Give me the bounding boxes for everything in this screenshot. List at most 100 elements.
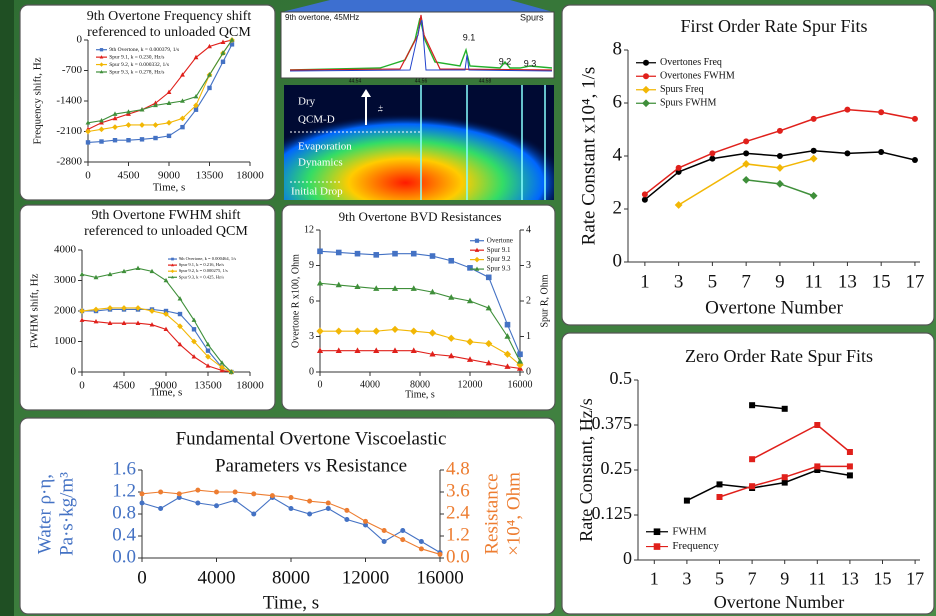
marker (517, 351, 523, 358)
marker (418, 546, 424, 552)
marker (504, 333, 511, 339)
marker (153, 135, 158, 141)
legend-label: Spurs FWHM (660, 98, 717, 109)
marker (317, 248, 323, 255)
legend-label: Spur 9.3 (487, 265, 511, 273)
y-tick-label: 3000 (54, 274, 77, 286)
peak-label: 9.1 (463, 32, 476, 42)
chart-title: First Order Rate Spur Fits (681, 16, 868, 36)
marker (195, 487, 201, 493)
legend-marker (171, 257, 174, 261)
marker (180, 72, 185, 77)
marker (251, 491, 257, 497)
legend-label: FWHM (672, 525, 706, 537)
marker (85, 128, 91, 135)
marker (776, 153, 783, 159)
marker (814, 422, 821, 428)
marker (353, 327, 362, 335)
freq-tick: 44.58 (479, 78, 492, 84)
legend-label: Spurs Freq (660, 84, 704, 95)
y-tick-label: 0.25 (601, 458, 633, 478)
y-tick-label: 6 (309, 295, 314, 306)
marker (220, 39, 226, 44)
spectrogram-panel (280, 0, 555, 200)
legend-label: Frequency (672, 540, 719, 552)
ylabel: FWHM shift, Hz (29, 273, 41, 348)
series-line (752, 404, 785, 410)
series-line (81, 267, 232, 373)
marker (742, 160, 751, 168)
marker (135, 320, 141, 325)
marker (307, 511, 313, 517)
marker (641, 191, 648, 198)
marker (846, 449, 853, 455)
x-tick-label: 17 (905, 271, 924, 292)
marker (79, 308, 85, 314)
peak-label: 9.3 (524, 58, 537, 68)
chart-title: 9th Overtone Frequency shift (87, 9, 252, 24)
marker (288, 506, 294, 511)
marker (107, 271, 113, 277)
legend-marker (99, 55, 104, 59)
legend-label: Spur 9.1 (487, 246, 511, 254)
legend-marker (642, 85, 650, 94)
marker (107, 320, 113, 325)
marker (139, 137, 145, 142)
marker (232, 497, 238, 503)
marker (163, 326, 169, 332)
marker (229, 42, 235, 47)
y2-tick-label: 1.2 (446, 524, 470, 545)
legend-label: Overtones FWHM (660, 71, 735, 82)
marker (214, 503, 219, 509)
x-axis-label: Time, s (150, 387, 183, 399)
marker (709, 155, 716, 162)
marker (177, 341, 183, 347)
marker (743, 150, 750, 157)
legend-marker (171, 263, 174, 267)
x-tick-label: 0 (318, 379, 323, 390)
marker (163, 277, 169, 283)
marker (410, 250, 417, 257)
freq-tick: 44.56 (415, 78, 428, 84)
stage-label: QCM-D (298, 114, 335, 126)
marker (749, 483, 756, 490)
marker (781, 479, 788, 486)
freq-tick: 44.54 (349, 78, 362, 84)
marker (418, 539, 424, 544)
x-tick-label: 9000 (155, 379, 178, 391)
marker (229, 37, 235, 42)
y-tick-label: -700 (62, 64, 83, 76)
marker (269, 493, 275, 499)
marker (809, 191, 818, 200)
marker (373, 285, 380, 291)
chart-title: referenced to unloaded QCM (84, 224, 248, 239)
marker (316, 327, 324, 335)
marker (776, 164, 784, 172)
marker (429, 350, 436, 357)
marker (232, 489, 238, 495)
legend-marker (474, 266, 480, 271)
y2-tick-label: 3.6 (446, 480, 470, 501)
marker (121, 268, 127, 274)
x-tick-label: 18000 (236, 379, 264, 391)
y-tick-label: 4 (613, 144, 623, 165)
marker (716, 494, 723, 500)
y-tick-label: 1.6 (112, 458, 136, 479)
series-line (82, 308, 232, 373)
legend-marker (170, 269, 175, 273)
series-line (686, 469, 851, 502)
x-tick-label: 1 (640, 271, 650, 292)
legend-marker (474, 238, 480, 243)
x-tick-label: 17 (906, 568, 924, 588)
marker (93, 274, 99, 280)
legend-label: 9th Overtone, k = 0.000464, 1/s (179, 256, 237, 262)
y-tick-label: 0.375 (592, 413, 633, 433)
x-tick-label: 4500 (118, 169, 141, 181)
x-tick-label: 3 (682, 568, 691, 588)
marker (325, 500, 331, 506)
chart-title: 9th Overtone BVD Resistances (339, 209, 502, 224)
marker (781, 474, 788, 481)
marker (191, 354, 197, 359)
legend-marker (642, 99, 650, 108)
x-axis-label: Time, s (405, 389, 435, 400)
